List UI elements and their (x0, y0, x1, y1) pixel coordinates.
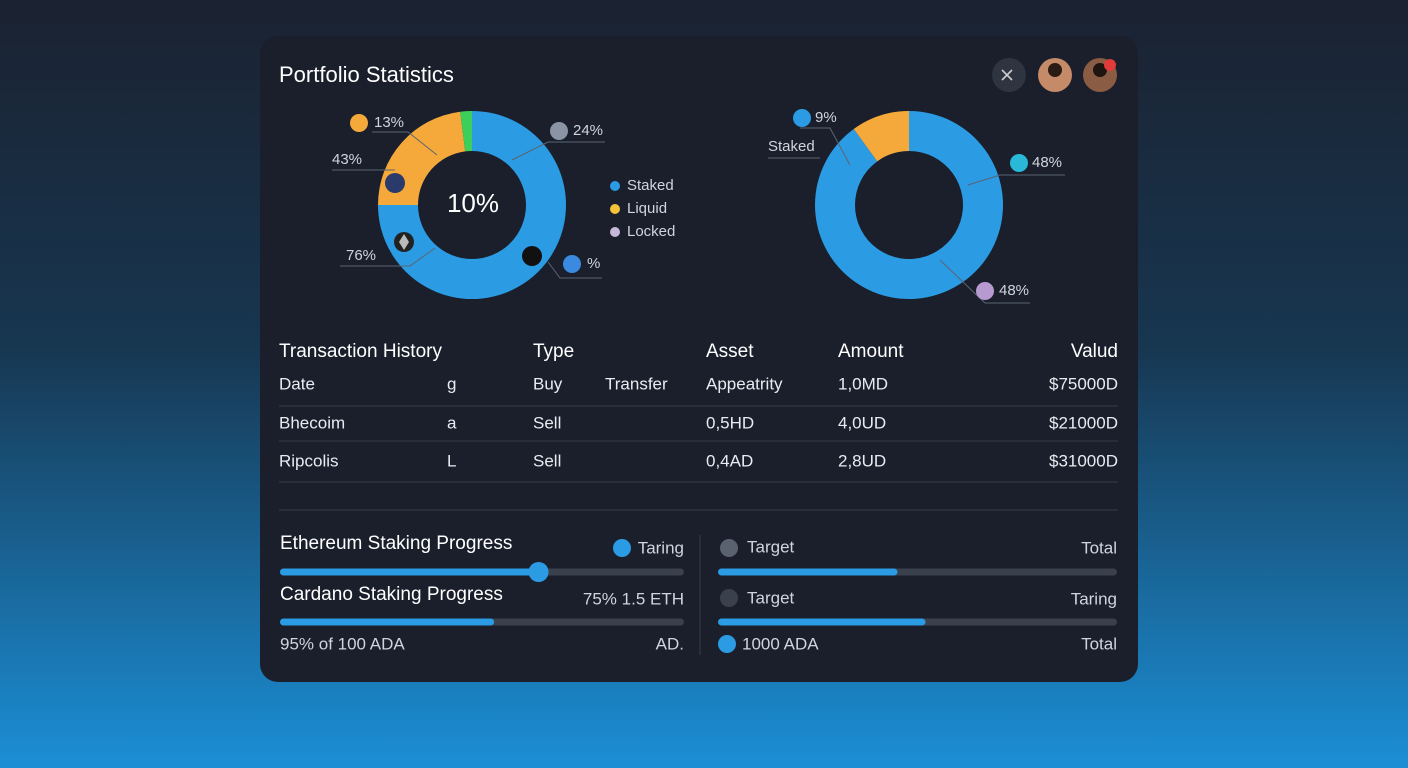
table-cell: g (447, 374, 456, 393)
donut-label: Staked (768, 138, 815, 155)
table-cell: Sell (533, 451, 561, 470)
progress-knob (528, 562, 549, 582)
progress-fill (718, 618, 926, 626)
legend-dot (610, 227, 620, 237)
title: Portfolio Statistics (279, 62, 454, 87)
progress-title: Target (747, 588, 795, 607)
table-cell: Sell (533, 413, 561, 432)
table-cell: 1,0MD (838, 374, 888, 393)
donut-center: 10% (447, 188, 499, 218)
table-cell: $75000D (1049, 374, 1118, 393)
progress-note: Taring (1071, 589, 1117, 608)
table-header: Asset (706, 341, 754, 362)
progress-footer: Total (1081, 634, 1117, 653)
progress-fill (280, 568, 539, 576)
donut-icons (350, 109, 1028, 300)
table-cell: 0,5HD (706, 413, 754, 432)
donut-segment (378, 111, 566, 299)
table-cell: Transfer (605, 374, 668, 393)
legend-dot (610, 181, 620, 191)
header-icons[interactable] (992, 58, 1117, 92)
progress-title: Ethereum Staking Progress (280, 533, 512, 554)
table-cell: a (447, 413, 457, 432)
table-header: Valud (1071, 341, 1118, 362)
progress-note: Taring (638, 538, 684, 557)
donut-label: 43% (332, 151, 362, 168)
progress-fill (718, 568, 898, 576)
progress-title: Cardano Staking Progress (280, 584, 503, 605)
legend-label: Locked (627, 223, 675, 240)
donut-label: 24% (573, 122, 603, 139)
table-cell: L (447, 451, 456, 470)
table-cell: Bhecoim (279, 413, 345, 432)
progress-footer: 95% of 100 ADA (280, 634, 405, 653)
table-cell: 2,8UD (838, 451, 886, 470)
table-cell: Appeatrity (706, 374, 783, 393)
table-cell: Buy (533, 374, 563, 393)
donut-segment (460, 111, 472, 152)
donut-label: 9% (815, 109, 837, 126)
progress-fill (280, 618, 495, 626)
card (260, 36, 1138, 682)
table-cell: $31000D (1049, 451, 1118, 470)
legend-label: Liquid (627, 200, 667, 217)
progress-note: Total (1081, 538, 1117, 557)
donut-segment (853, 111, 909, 162)
progress-note: 75% 1.5 ETH (583, 589, 684, 608)
progress-title: Target (747, 537, 795, 556)
legend-dot (610, 204, 620, 214)
leader-lines (332, 127, 1065, 304)
table-header: Type (533, 341, 574, 362)
progress-footer: 1000 ADA (742, 634, 819, 653)
table-cell: 0,4AD (706, 451, 753, 470)
table-cell: Date (279, 374, 315, 393)
donut-label: 48% (999, 282, 1029, 299)
table-cell: $21000D (1049, 413, 1118, 432)
donut-label: 48% (1032, 154, 1062, 171)
donut-label: % (587, 255, 600, 272)
donut-label: 76% (346, 247, 376, 264)
table-cell: Ripcolis (279, 451, 339, 470)
progress-footer: AD. (656, 634, 684, 653)
progress-icons (613, 539, 738, 653)
table-cell: 4,0UD (838, 413, 886, 432)
table-header: Transaction History (279, 341, 442, 362)
donut-segment (815, 111, 1003, 299)
legend-label: Staked (627, 177, 674, 194)
donut-label: 13% (374, 114, 404, 131)
table-header: Amount (838, 341, 904, 362)
